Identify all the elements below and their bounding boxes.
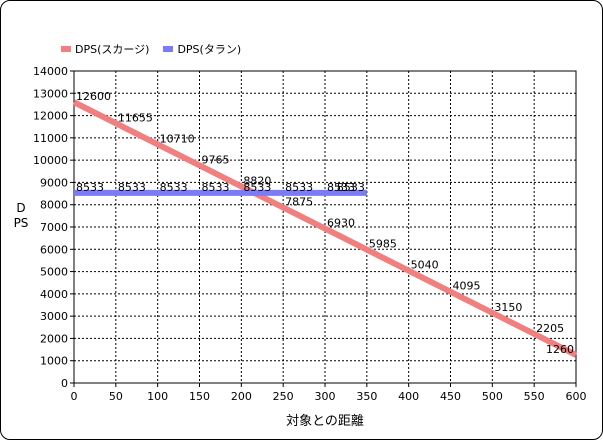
x-tick-label: 350 bbox=[356, 390, 377, 403]
data-label-scourge: 10710 bbox=[160, 132, 195, 145]
y-tick-label: 2000 bbox=[40, 332, 68, 345]
data-label-taran: 8533 bbox=[118, 181, 146, 194]
x-tick-label: 600 bbox=[566, 390, 587, 403]
x-axis-title: 対象との距離 bbox=[286, 414, 364, 429]
x-tick-label: 0 bbox=[71, 390, 78, 403]
data-label-scourge: 12600 bbox=[76, 90, 111, 103]
data-label-scourge: 5985 bbox=[369, 238, 397, 251]
y-tick-label: 11000 bbox=[33, 132, 68, 145]
legend-item-taran: DPS(タラン) bbox=[163, 41, 241, 57]
y-tick-label: 1000 bbox=[40, 355, 68, 368]
y-axis-title: DPS bbox=[13, 201, 29, 230]
data-label-scourge: 6930 bbox=[327, 217, 355, 230]
data-label-scourge: 5040 bbox=[411, 259, 439, 272]
x-tick-label: 400 bbox=[398, 390, 419, 403]
y-tick-label: 5000 bbox=[40, 266, 68, 279]
y-tick-label: 7000 bbox=[40, 221, 68, 234]
data-label-scourge: 11655 bbox=[118, 111, 153, 124]
y-tick-label: 3000 bbox=[40, 310, 68, 323]
data-label-taran: 8533 bbox=[285, 181, 313, 194]
x-tick-label: 200 bbox=[231, 390, 252, 403]
data-label-scourge: 4095 bbox=[453, 280, 481, 293]
y-tick-label: 6000 bbox=[40, 243, 68, 256]
data-label-scourge: 2205 bbox=[536, 322, 564, 335]
x-tick-label: 500 bbox=[482, 390, 503, 403]
y-tick-label: 0 bbox=[61, 377, 68, 390]
data-label-taran: 8533 bbox=[202, 181, 230, 194]
data-label-scourge: 7875 bbox=[285, 196, 313, 209]
legend: DPS(スカージ) DPS(タラン) bbox=[61, 41, 255, 57]
series-line-scourge bbox=[72, 99, 578, 358]
legend-swatch-taran bbox=[163, 46, 174, 52]
legend-swatch-scourge bbox=[61, 46, 71, 52]
data-label-taran: 8533 bbox=[243, 181, 271, 194]
y-tick-label: 12000 bbox=[33, 110, 68, 123]
x-tick-label: 450 bbox=[440, 390, 461, 403]
legend-label-taran: DPS(タラン) bbox=[177, 43, 242, 56]
y-tick-label: 9000 bbox=[40, 176, 68, 189]
data-label-scourge: 9765 bbox=[202, 153, 230, 166]
x-tick-label: 550 bbox=[524, 390, 545, 403]
x-tick-label: 250 bbox=[273, 390, 294, 403]
data-label-taran: 8533 bbox=[76, 181, 104, 194]
x-tick-label: 150 bbox=[189, 390, 210, 403]
data-label-taran: 8533 bbox=[160, 181, 188, 194]
legend-item-scourge: DPS(スカージ) bbox=[61, 41, 149, 57]
y-tick-label: 13000 bbox=[33, 87, 68, 100]
data-label-scourge: 1260 bbox=[546, 343, 574, 356]
y-tick-label: 4000 bbox=[40, 288, 68, 301]
x-tick-label: 100 bbox=[147, 390, 168, 403]
y-tick-label: 14000 bbox=[33, 65, 68, 78]
x-tick-label: 300 bbox=[315, 390, 336, 403]
data-label-taran: 8533 bbox=[327, 181, 355, 194]
y-tick-label: 10000 bbox=[33, 154, 68, 167]
x-tick-label: 50 bbox=[109, 390, 123, 403]
data-label-scourge: 3150 bbox=[494, 301, 522, 314]
legend-label-scourge: DPS(スカージ) bbox=[75, 43, 150, 56]
data-label-scourge: 8820 bbox=[243, 174, 271, 187]
data-label-taran: 8533 bbox=[337, 181, 365, 194]
y-tick-label: 8000 bbox=[40, 199, 68, 212]
